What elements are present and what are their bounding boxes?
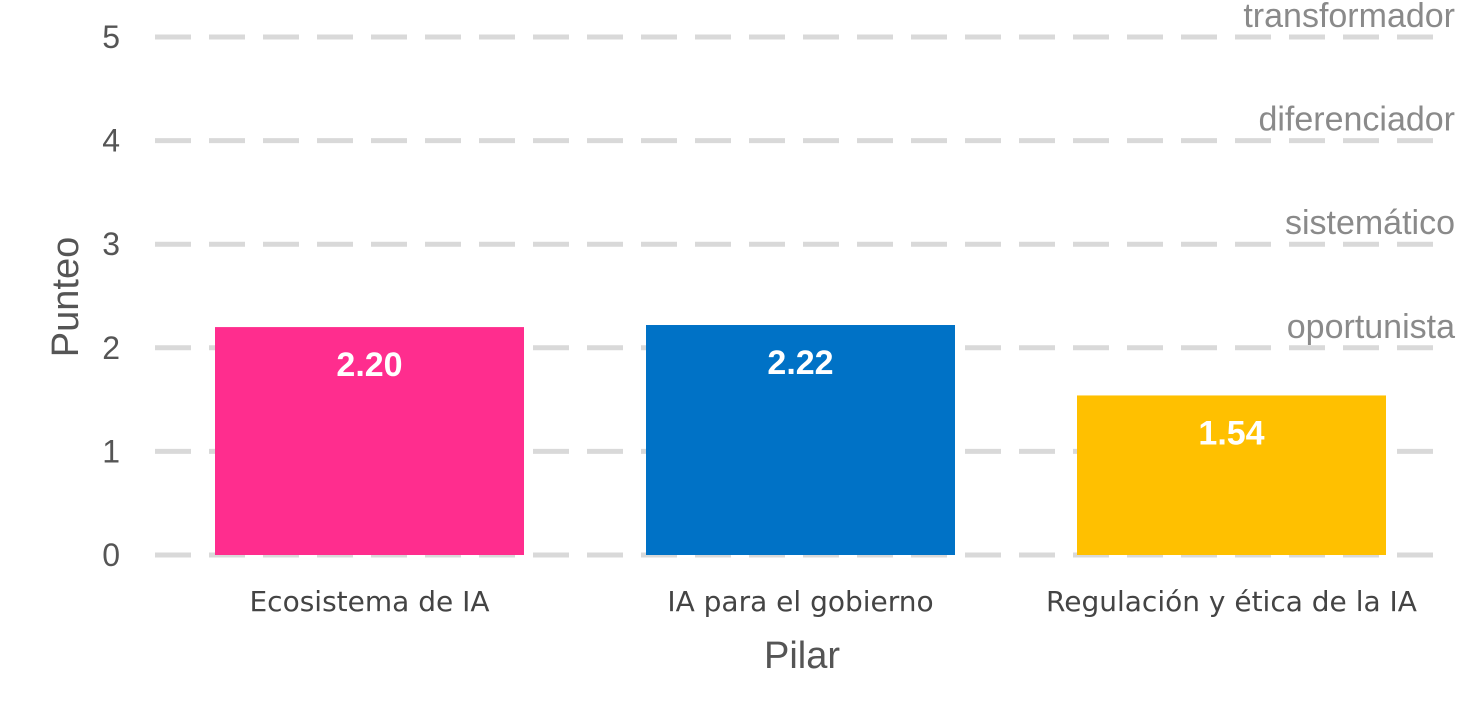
data-label: 2.22 (767, 344, 833, 382)
y-tick-label: 5 (102, 19, 120, 55)
y-tick-label: 4 (102, 123, 120, 159)
data-label: 1.54 (1198, 414, 1264, 452)
y-tick-label: 2 (102, 330, 120, 366)
level-label: oportunista (1287, 308, 1455, 346)
y-axis-title: Punteo (45, 237, 87, 357)
y-tick-labels: 0 1 2 3 4 5 (102, 19, 120, 573)
data-label: 2.20 (336, 346, 402, 384)
x-tick-label: IA para el gobierno (667, 585, 933, 618)
bar-3 (1077, 395, 1386, 555)
y-tick-label: 0 (102, 537, 120, 573)
bars: 2.20 2.22 1.54 (215, 325, 1386, 555)
y-tick-label: 3 (102, 226, 120, 262)
level-label: transformador (1243, 0, 1455, 35)
bar-1 (215, 327, 524, 555)
bar-2 (646, 325, 955, 555)
y-tick-label: 1 (102, 433, 120, 469)
x-tick-label: Regulación y ética de la IA (1046, 585, 1417, 618)
x-tick-label: Ecosistema de IA (249, 585, 489, 618)
level-label: diferenciador (1258, 101, 1455, 139)
level-labels: oportunista sistemático diferenciador trans… (1243, 0, 1455, 346)
level-label: sistemático (1285, 204, 1455, 242)
x-axis-title: Pilar (764, 635, 840, 677)
x-tick-labels: Ecosistema de IA IA para el gobierno Regul… (249, 585, 1416, 618)
